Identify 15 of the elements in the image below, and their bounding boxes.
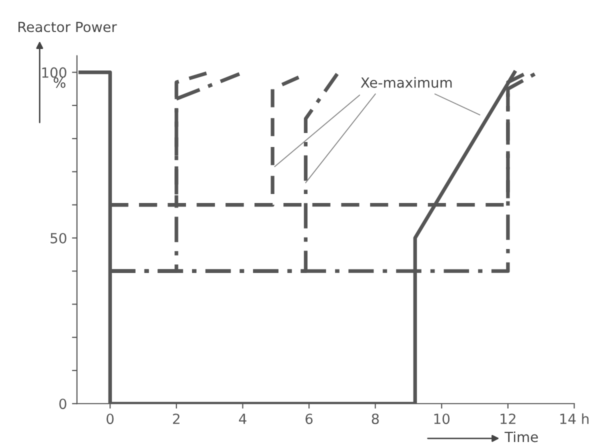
y-axis-title: Reactor Power — [18, 22, 117, 32]
x-tick-label: 6 — [306, 414, 313, 424]
annotation: Xe-maximum — [360, 77, 452, 88]
x-tick-label: 0 — [106, 414, 114, 424]
text: % — [54, 77, 66, 88]
x-tick-label: 12 — [500, 414, 516, 424]
y-tick-label: 100 — [42, 67, 66, 78]
x-tick-label: 2 — [173, 414, 180, 424]
y-tick-label: 50 — [50, 232, 66, 244]
x-tick-label: 14 h — [560, 413, 589, 424]
x-tick-label: 4 — [238, 414, 246, 424]
x-tick-label: 8 — [372, 414, 379, 424]
x-axis-title: Time — [504, 431, 538, 442]
y-tick-label: 0 — [59, 398, 66, 410]
x-tick-label: 10 — [434, 414, 450, 424]
